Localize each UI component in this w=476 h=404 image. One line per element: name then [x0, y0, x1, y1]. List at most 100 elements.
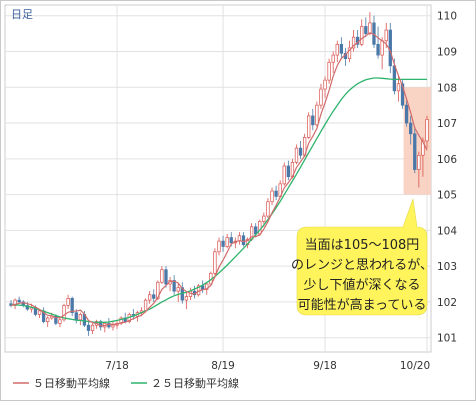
candle-up — [380, 40, 384, 56]
candle-up — [368, 22, 372, 34]
candle-down — [413, 133, 417, 170]
candle-up — [184, 296, 189, 301]
candle-up — [46, 317, 50, 322]
candle-up — [282, 165, 286, 185]
candle-down — [274, 190, 278, 197]
candle-down — [221, 240, 225, 247]
candle-up — [205, 283, 209, 290]
candle-up — [13, 299, 17, 306]
candle-down — [201, 285, 205, 290]
candle-up — [417, 154, 421, 170]
candle-up — [78, 314, 82, 321]
candle-down — [388, 29, 392, 67]
candle-down — [339, 44, 344, 54]
y-tick-label: 106 — [437, 154, 457, 166]
candle-up — [119, 317, 123, 324]
candle-up — [58, 319, 62, 324]
candle-up — [217, 240, 221, 253]
candle-up — [262, 215, 266, 222]
candle-up — [425, 119, 429, 142]
candle-up — [323, 79, 327, 90]
candle-up — [294, 147, 299, 163]
candle-down — [152, 294, 156, 299]
candle-up — [62, 305, 66, 321]
candle-up — [270, 190, 274, 203]
y-tick-label: 109 — [437, 47, 457, 59]
y-tick-label: 102 — [437, 297, 457, 309]
candle-down — [298, 147, 303, 156]
candle-up — [360, 26, 364, 45]
callout-text: 当面は105～108円のレンジと思われるが、少し下値が深くなる可能性が高まってい… — [291, 238, 433, 313]
candle-down — [241, 235, 246, 246]
ma5-line — [10, 32, 428, 327]
y-axis-ticks: 101 102 103 104 105 106 107 108 109 110 — [437, 11, 457, 345]
candle-down — [409, 122, 413, 135]
y-tick-label: 110 — [437, 11, 457, 23]
candle-down — [164, 269, 168, 285]
x-tick-label: 9/18 — [313, 360, 337, 372]
candle-up — [66, 297, 70, 306]
candle-up — [111, 324, 115, 328]
legend-label: ５日移動平均線 — [33, 376, 110, 390]
candle-down — [172, 280, 176, 292]
grid-lines — [5, 5, 431, 352]
candle-up — [335, 44, 339, 56]
candle-up — [319, 88, 323, 106]
candle-up — [396, 83, 401, 92]
legend: ５日移動平均線 ２５日移動平均線 — [13, 376, 239, 390]
candle-down — [99, 321, 103, 328]
candle-down — [311, 115, 315, 126]
annotation-callout: 当面は105～108円のレンジと思われるが、少し下値が深くなる可能性が高まってい… — [291, 198, 433, 316]
ma25-line — [11, 77, 427, 323]
candle-up — [315, 104, 319, 126]
y-tick-label: 101 — [437, 333, 457, 345]
candle-down — [86, 324, 91, 331]
candle-up — [213, 251, 217, 274]
x-tick-label: 7/18 — [105, 360, 129, 372]
candle-down — [364, 26, 368, 34]
candle-up — [225, 237, 229, 247]
candle-up — [331, 54, 335, 63]
callout-line: 当面は105～108円 — [305, 238, 420, 253]
callout-line: 可能性が高まっている — [298, 297, 427, 313]
period-label: 日足 — [11, 8, 33, 21]
legend-label: ２５日移動平均線 — [151, 376, 239, 390]
candle-down — [376, 44, 380, 56]
candle-down — [70, 297, 74, 313]
candle-down — [286, 165, 290, 178]
candle-down — [54, 315, 58, 324]
y-tick-label: 105 — [437, 190, 457, 202]
candle-up — [143, 299, 148, 312]
y-tick-label: 108 — [437, 82, 457, 94]
y-tick-label: 107 — [437, 118, 457, 130]
candle-up — [307, 115, 311, 138]
y-tick-label: 104 — [437, 225, 457, 237]
candle-down — [229, 237, 233, 244]
candle-down — [17, 299, 21, 303]
candle-up — [160, 269, 164, 283]
candle-down — [392, 65, 397, 92]
candle-down — [404, 104, 409, 124]
candle-up — [148, 294, 152, 301]
x-tick-label: 8/19 — [211, 360, 235, 372]
candle-up — [384, 29, 388, 42]
candle-up — [351, 36, 356, 49]
candle-up — [258, 221, 262, 235]
candle-up — [266, 201, 270, 217]
callout-line: 少し下値が深くなる — [303, 277, 420, 293]
candle-up — [37, 310, 42, 315]
candle-down — [400, 83, 405, 106]
x-tick-label: 10/20 — [400, 360, 430, 372]
callout-bubble — [296, 198, 428, 316]
candle-up — [327, 61, 331, 81]
callout-line: のレンジと思われるが、 — [291, 258, 433, 273]
candle-up — [90, 324, 95, 331]
candle-down — [74, 312, 78, 321]
candle-up — [347, 47, 352, 60]
candle-down — [25, 305, 29, 310]
candle-up — [176, 287, 180, 292]
x-axis-ticks: 7/18 8/19 9/18 10/20 — [105, 360, 430, 372]
y-tick-label: 103 — [437, 261, 457, 273]
